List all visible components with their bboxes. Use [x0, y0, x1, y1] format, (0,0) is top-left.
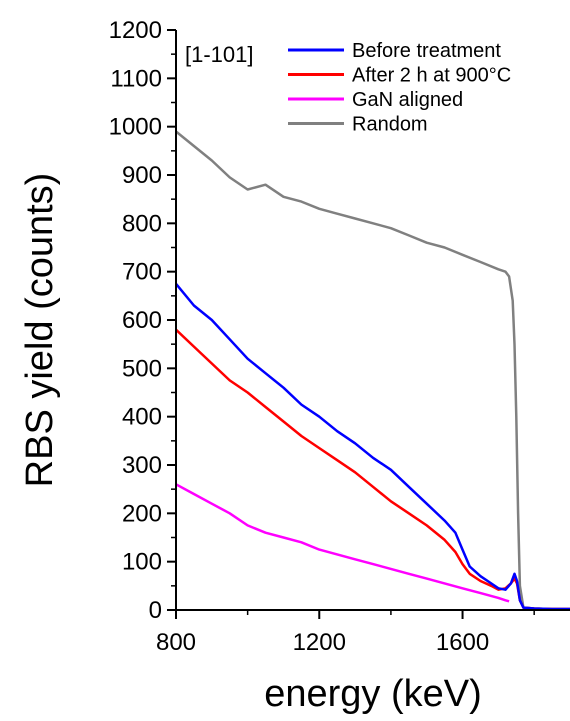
y-tick-label: 900: [122, 162, 162, 189]
series-line-gan-aligned: [175, 483, 510, 603]
x-axis-title: energy (keV): [264, 673, 482, 715]
plot-area: [176, 30, 570, 610]
orientation-annotation: [1-101]: [185, 42, 254, 67]
y-tick-label: 200: [122, 500, 162, 527]
y-tick-label: 100: [122, 549, 162, 576]
y-tick-label: 500: [122, 355, 162, 382]
x-tick-label: 1200: [293, 629, 346, 656]
tick-labels: 0 100 200 300 400 500 600 700 800 900 1000 1100 1200…: [109, 17, 490, 656]
x-tick-label: 1600: [436, 629, 489, 656]
y-tick-label: 300: [122, 452, 162, 479]
legend-label: Before treatment: [352, 40, 501, 62]
y-tick-label: 0: [149, 597, 162, 624]
legend-label: After 2 h at 900°C: [352, 65, 511, 87]
axis-ticks: [167, 29, 535, 619]
legend-label: Random: [352, 114, 428, 136]
y-tick-label: 1200: [109, 17, 162, 44]
y-tick-label: 1100: [110, 65, 162, 92]
series-group: [175, 130, 570, 611]
x-tick-label: 800: [156, 629, 196, 656]
y-tick-label: 800: [122, 210, 162, 237]
y-tick-label: 600: [122, 307, 162, 334]
legend-label: GaN aligned: [352, 89, 463, 111]
series-line-random: [175, 130, 570, 611]
y-tick-label: 1000: [109, 114, 162, 141]
y-axis-title: RBS yield (counts): [19, 173, 61, 488]
y-tick-label: 400: [122, 404, 162, 431]
series-line-before-treatment: [175, 283, 570, 611]
y-tick-label: 700: [122, 259, 162, 286]
